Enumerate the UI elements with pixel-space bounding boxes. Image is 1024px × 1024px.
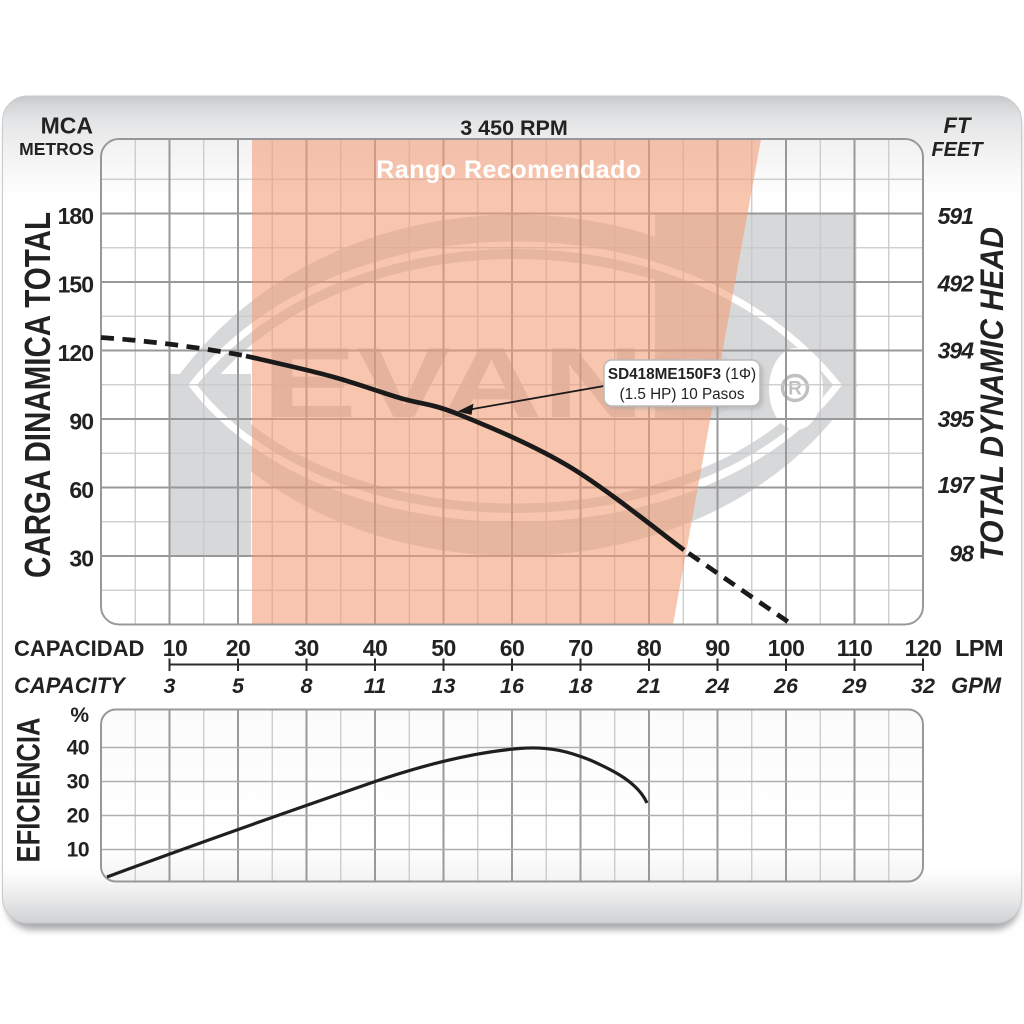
svg-text:24: 24 <box>705 674 730 698</box>
svg-text:40: 40 <box>363 635 388 661</box>
svg-text:90: 90 <box>69 408 93 434</box>
svg-text:8: 8 <box>301 674 313 698</box>
svg-text:3: 3 <box>164 674 176 698</box>
svg-text:16: 16 <box>500 674 525 698</box>
svg-text:EFICIENCIA: EFICIENCIA <box>11 718 47 863</box>
svg-text:20: 20 <box>67 805 89 828</box>
svg-text:21: 21 <box>636 674 661 698</box>
svg-text:CAPACITY: CAPACITY <box>14 673 127 698</box>
svg-text:30: 30 <box>69 545 93 571</box>
svg-text:100: 100 <box>768 635 805 661</box>
svg-text:GPM: GPM <box>951 673 1002 698</box>
svg-text:70: 70 <box>568 635 593 661</box>
svg-text:26: 26 <box>773 674 799 698</box>
svg-text:591: 591 <box>938 203 974 229</box>
svg-text:29: 29 <box>842 674 867 698</box>
svg-text:120: 120 <box>905 635 942 661</box>
svg-text:150: 150 <box>58 271 94 297</box>
svg-text:R: R <box>788 379 802 400</box>
svg-text:197: 197 <box>938 472 976 498</box>
svg-text:(1.5 HP) 10 Pasos: (1.5 HP) 10 Pasos <box>620 386 745 403</box>
svg-text:20: 20 <box>226 635 251 661</box>
svg-text:CAPACIDAD: CAPACIDAD <box>14 636 144 661</box>
svg-text:MCA: MCA <box>41 113 93 139</box>
svg-text:CARGA DINAMICA TOTAL: CARGA DINAMICA TOTAL <box>17 212 58 578</box>
svg-text:30: 30 <box>67 771 89 794</box>
svg-text:11: 11 <box>364 674 386 698</box>
svg-text:180: 180 <box>58 203 94 229</box>
svg-text:SD418ME150F3 (1Φ): SD418ME150F3 (1Φ) <box>608 366 756 383</box>
svg-text:18: 18 <box>569 674 593 698</box>
svg-text:10: 10 <box>163 635 188 661</box>
svg-text:FT: FT <box>944 113 972 138</box>
svg-text:5: 5 <box>232 674 245 698</box>
svg-text:FEET: FEET <box>931 139 984 161</box>
svg-text:50: 50 <box>431 635 456 661</box>
svg-text:40: 40 <box>67 737 89 760</box>
svg-text:Rango Recomendado: Rango Recomendado <box>376 156 641 184</box>
svg-text:32: 32 <box>911 674 935 698</box>
svg-text:394: 394 <box>938 338 975 364</box>
svg-text:METROS: METROS <box>19 139 94 159</box>
svg-text:90: 90 <box>705 635 730 661</box>
svg-text:80: 80 <box>637 635 662 661</box>
svg-text:10: 10 <box>67 839 89 862</box>
svg-text:%: % <box>70 704 89 727</box>
svg-text:60: 60 <box>69 477 93 503</box>
svg-text:3 450 RPM: 3 450 RPM <box>460 116 568 140</box>
svg-text:98: 98 <box>949 540 974 566</box>
svg-text:LPM: LPM <box>955 635 1003 661</box>
svg-text:TOTAL DYNAMIC HEAD: TOTAL DYNAMIC HEAD <box>974 227 1010 561</box>
svg-text:30: 30 <box>294 635 319 661</box>
svg-text:60: 60 <box>500 635 525 661</box>
svg-text:395: 395 <box>938 406 976 432</box>
svg-text:120: 120 <box>58 340 94 366</box>
svg-text:110: 110 <box>837 635 873 661</box>
svg-text:492: 492 <box>937 270 975 296</box>
svg-text:13: 13 <box>432 674 456 698</box>
